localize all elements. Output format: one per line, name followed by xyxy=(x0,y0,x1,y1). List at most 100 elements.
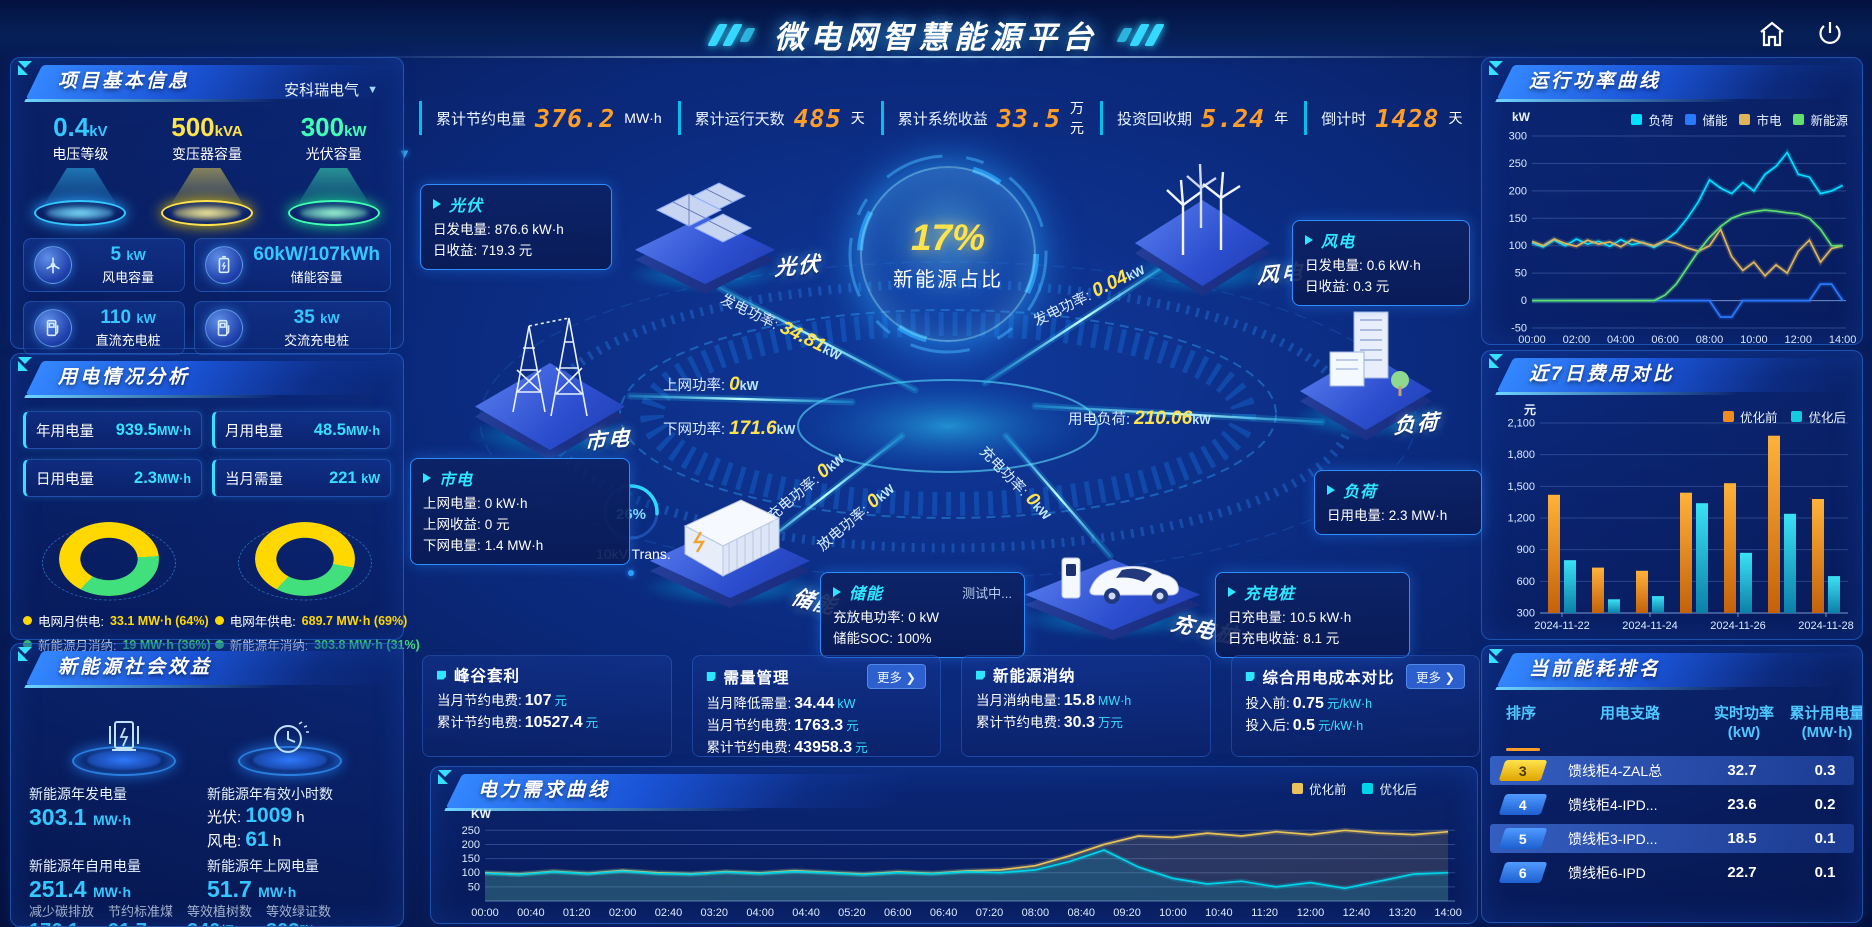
table-row[interactable]: 3 馈线柜4-ZAL总 32.7 0.3 xyxy=(1490,756,1854,785)
svg-text:200: 200 xyxy=(462,839,480,851)
svg-text:07:20: 07:20 xyxy=(976,907,1004,919)
node-label-load: 负荷 xyxy=(1393,410,1441,439)
table-row[interactable]: 4 馈线柜4-IPD... 23.6 0.2 xyxy=(1490,790,1854,819)
svg-text:900: 900 xyxy=(1517,544,1535,556)
panel-corner-icon xyxy=(1489,354,1503,368)
svg-text:04:40: 04:40 xyxy=(792,907,820,919)
arrow-right-icon xyxy=(1305,235,1313,245)
svg-text:50: 50 xyxy=(468,881,480,893)
generation-pedestal xyxy=(69,702,179,776)
node-label-grid: 市电 xyxy=(584,426,632,455)
legend-item[interactable]: 优化后 xyxy=(1362,779,1417,798)
panel-project-header: 项目基本信息 安科瑞电气 ▼ xyxy=(18,61,403,102)
arrow-right-icon xyxy=(1228,587,1236,597)
panel-corner-icon xyxy=(18,647,32,661)
extra-co2: 减少碳排放176.1 t xyxy=(29,904,95,926)
donut-month xyxy=(24,507,194,603)
arrow-right-icon xyxy=(433,199,441,209)
node-wind[interactable]: 风电 xyxy=(1126,148,1305,296)
svg-text:12:00: 12:00 xyxy=(1297,907,1325,919)
panel-title: 运行功率曲线 xyxy=(1529,71,1662,92)
benefit-year-generation: 新能源年发电量 303.1 MW·h xyxy=(29,786,132,830)
node-grid[interactable]: 市电 xyxy=(466,310,634,460)
benefit-extras: 减少碳排放176.1 t 节约标准煤91.7 t 等效植树数240棵 等效绿证数… xyxy=(11,901,403,926)
legend-item[interactable]: 市电 xyxy=(1739,110,1781,129)
svg-text:1,200: 1,200 xyxy=(1507,513,1535,525)
rank-badge: 4 xyxy=(1498,794,1548,815)
svg-text:14:00: 14:00 xyxy=(1829,334,1856,346)
spotlight-voltage: 0.4kV 电压等级 xyxy=(25,112,135,226)
clock-icon xyxy=(274,721,309,753)
legend-item[interactable]: 负荷 xyxy=(1631,110,1673,129)
more-button[interactable]: 更多 ❯ xyxy=(867,664,926,689)
svg-text:09:20: 09:20 xyxy=(1113,907,1141,919)
page-title: 微电网智慧能源平台 xyxy=(774,20,1098,55)
svg-text:04:00: 04:00 xyxy=(1607,334,1635,346)
power-chart-legend: 负荷 储能 市电 新能源 xyxy=(1631,110,1848,129)
svg-text:2024-11-24: 2024-11-24 xyxy=(1622,620,1677,632)
svg-text:00:00: 00:00 xyxy=(471,907,499,919)
table-row[interactable]: 5 馈线柜3-IPD... 18.5 0.1 xyxy=(1490,824,1854,853)
stat-run-days: 累计运行天数 485 天 xyxy=(677,101,881,135)
svg-text:250: 250 xyxy=(1509,158,1527,170)
legend-item[interactable]: 储能 xyxy=(1685,110,1727,129)
svg-text:05:20: 05:20 xyxy=(838,907,866,919)
legend-item[interactable]: 新能源 xyxy=(1793,110,1848,129)
card-storage-capacity: 60kW/107kWh 储能容量 xyxy=(194,238,391,292)
home-icon[interactable] xyxy=(1756,18,1788,50)
panel-rank-header: 当前能耗排名 xyxy=(1489,649,1862,690)
svg-text:200: 200 xyxy=(1509,185,1527,197)
card-corner-icon xyxy=(1245,672,1255,681)
node-storage[interactable]: 储能 xyxy=(640,480,840,619)
svg-text:04:00: 04:00 xyxy=(746,907,774,919)
node-charger[interactable]: 充电桩 xyxy=(1014,518,1242,649)
stat-saved-energy: 累计节约电量 376.2 MW·h xyxy=(419,101,678,135)
flow-down-power: 下网功率: 171.6kW xyxy=(663,418,796,439)
extra-coal: 节约标准煤91.7 t xyxy=(108,904,174,926)
svg-text:0: 0 xyxy=(1521,295,1527,307)
card-wind-capacity: 5 kW 风电容量 xyxy=(23,238,186,292)
panel-usage-header: 用电情况分析 xyxy=(18,357,403,398)
panel-social-benefit: 新能源社会效益 新能源年发电量 303.1 MW·h 新能源年有效小时数 光伏:… xyxy=(10,643,404,927)
svg-text:01:20: 01:20 xyxy=(563,907,591,919)
table-row[interactable]: 6 馈线柜6-IPD 22.7 0.1 xyxy=(1490,858,1854,887)
flow-up-power: 上网功率: 0kW xyxy=(663,374,759,395)
svg-text:12:40: 12:40 xyxy=(1343,907,1371,919)
panel-cost-compare-7d: 近7日费用对比 元 优化前 优化后 300 600 900 1,200 1,500 1,80… xyxy=(1481,350,1863,640)
node-label-pv: 光伏 xyxy=(774,252,822,281)
panel-demand-curve: 电力需求曲线 KW 优化前 优化后 50 100 150 200 250 00:00 00:4… xyxy=(430,766,1478,924)
stat-payback-period: 投资回收期 5.24 年 xyxy=(1100,101,1304,135)
card-corner-icon xyxy=(706,672,716,681)
orb-decorative-arcs xyxy=(848,154,1048,354)
svg-text:250: 250 xyxy=(462,825,480,837)
title-decoration-left xyxy=(707,23,756,46)
tooltip-grid: 市电 上网电量: 0 kW·h 上网收益: 0 元 下网电量: 1.4 MW·h xyxy=(410,458,630,565)
battery-icon xyxy=(205,246,244,284)
legend-item[interactable]: 优化后 xyxy=(1791,407,1846,426)
ac-charger-icon xyxy=(205,309,244,347)
company-select[interactable]: 安科瑞电气 ▼ xyxy=(284,82,378,99)
card-dc-charger: 110 kW 直流充电桩 xyxy=(23,301,186,355)
legend-item[interactable]: 优化前 xyxy=(1291,779,1346,798)
legend-grid-year: 电网年供电: 689.7 MW·h (69%) xyxy=(214,611,420,630)
renewable-share-orb: 17% 新能源占比 xyxy=(860,166,1036,342)
spotlight-pv-capacity: 300kW 光伏容量 xyxy=(279,112,389,226)
power-icon[interactable] xyxy=(1814,18,1846,50)
power-curve-chart: -50 0 50 100 150 200 250 300 00:00 02:00 04:00 06:0… xyxy=(1509,131,1857,347)
y-axis-unit: 元 xyxy=(1524,403,1537,417)
building-icon xyxy=(1329,311,1409,396)
svg-text:100: 100 xyxy=(462,867,480,879)
chevron-down-icon: ▼ xyxy=(367,83,378,96)
more-button[interactable]: 更多 ❯ xyxy=(1406,664,1465,689)
node-pv[interactable]: 光伏 xyxy=(626,176,822,294)
tooltip-pv: 光伏 日发电量: 876.6 kW·h 日收益: 719.3 元 xyxy=(420,184,612,270)
node-load[interactable]: 负荷 xyxy=(1292,306,1441,440)
bottom-kpi-cards: 峰谷套利 当月节约电费: 107 元 累计节约电费: 10527.4 元 需量管理 更多 … xyxy=(422,655,1480,757)
panel-project-info: 项目基本信息 安科瑞电气 ▼ 0.4kV 电压等级 500kVA 变压器容量 30… xyxy=(10,57,404,355)
svg-text:50: 50 xyxy=(1515,268,1527,280)
panel-corner-icon xyxy=(18,357,32,371)
renewable-share-value: 17% xyxy=(910,216,986,258)
panel-power-curve: 运行功率曲线 kW 负荷 储能 市电 新能源 -50 0 50 100 150 200 250 30… xyxy=(1481,57,1863,346)
arrow-right-icon xyxy=(1327,485,1335,495)
legend-item[interactable]: 优化前 xyxy=(1722,407,1777,426)
